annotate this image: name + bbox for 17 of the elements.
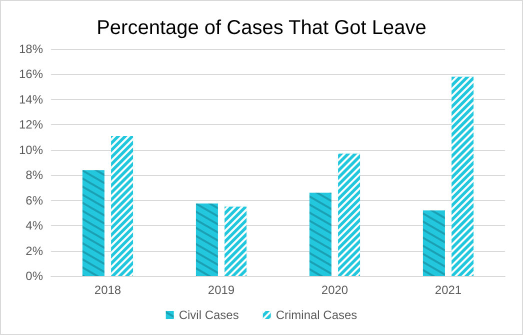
y-tick-label: 16% xyxy=(18,67,44,82)
y-tick-label: 10% xyxy=(18,142,44,157)
y-tick-label: 8% xyxy=(26,168,44,182)
chart-title: Percentage of Cases That Got Leave xyxy=(96,17,426,39)
y-tick-label: 14% xyxy=(18,92,44,106)
y-tick-label: 4% xyxy=(26,218,44,233)
y-tick-label: 2% xyxy=(26,244,44,258)
y-tick-label: 6% xyxy=(26,193,44,208)
x-tick-label: 2021 xyxy=(434,283,462,297)
y-tick-label: 0% xyxy=(26,269,44,283)
legend-label: Civil Cases xyxy=(178,308,239,322)
x-tick-label: 2019 xyxy=(208,283,235,297)
y-tick-label: 18% xyxy=(18,42,44,56)
legend-label: Criminal Cases xyxy=(276,308,358,322)
x-tick-label: 2018 xyxy=(94,283,122,297)
y-tick-label: 12% xyxy=(18,118,44,132)
x-tick-label: 2020 xyxy=(321,283,348,297)
